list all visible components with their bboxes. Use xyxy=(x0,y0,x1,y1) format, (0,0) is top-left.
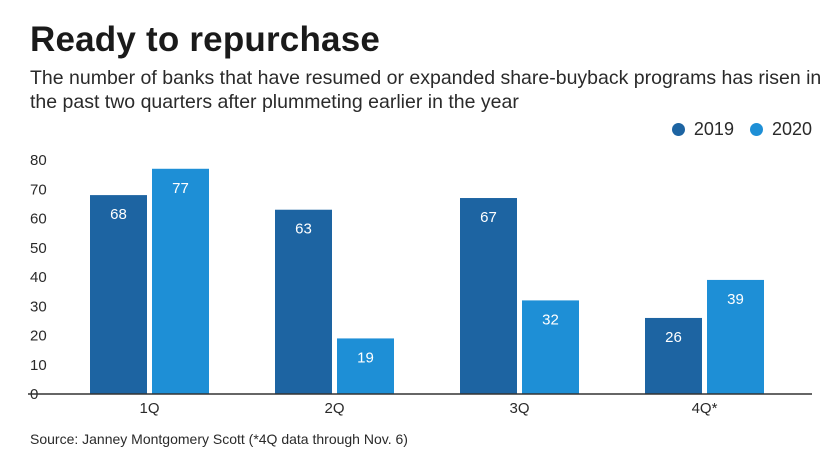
bar-label-2019-4Q: 26 xyxy=(665,329,682,346)
bar-label-2019-3Q: 67 xyxy=(480,209,497,226)
legend-item-2019: 2019 xyxy=(671,119,734,140)
legend-item-2020: 2020 xyxy=(749,119,812,140)
legend-swatch-2019 xyxy=(671,123,685,136)
bar-label-2020-2Q: 19 xyxy=(357,349,374,366)
bar-2020-3Q xyxy=(522,300,579,394)
bar-2020-4Q xyxy=(707,279,764,394)
y-tick-label-60: 60 xyxy=(30,211,47,228)
x-tick-label-1Q: 1Q xyxy=(139,400,159,417)
bar-2019-1Q xyxy=(90,195,147,394)
y-tick-label-30: 30 xyxy=(30,298,47,315)
bar-2019-2Q xyxy=(275,209,332,394)
legend: 2019 2020 xyxy=(671,119,812,140)
x-tick-label-4Q: 4Q* xyxy=(692,400,718,417)
legend-label-2020: 2020 xyxy=(771,119,812,139)
y-tick-label-70: 70 xyxy=(30,181,47,198)
bar-2019-4Q xyxy=(645,317,702,394)
bar-2020-1Q xyxy=(152,168,209,394)
chart-subtitle: The number of banks that have resumed or… xyxy=(30,67,822,113)
bar-2020-2Q xyxy=(337,338,394,394)
bar-label-2019-1Q: 68 xyxy=(110,206,127,223)
x-tick-label-2Q: 2Q xyxy=(324,400,344,417)
legend-label-2019: 2019 xyxy=(693,119,734,139)
legend-swatch-2020 xyxy=(749,123,763,136)
y-tick-label-10: 10 xyxy=(30,357,47,374)
bar-label-2019-2Q: 63 xyxy=(295,221,312,238)
y-tick-label-20: 20 xyxy=(30,328,47,345)
bar-label-2020-3Q: 32 xyxy=(542,311,559,328)
source-note: Source: Janney Montgomery Scott (*4Q dat… xyxy=(30,431,408,447)
bar-label-2020-1Q: 77 xyxy=(172,180,189,197)
x-tick-label-3Q: 3Q xyxy=(509,400,529,417)
bar-label-2020-4Q: 39 xyxy=(727,291,744,308)
y-tick-label-40: 40 xyxy=(30,269,47,286)
bar-2019-3Q xyxy=(460,198,517,394)
chart-title: Ready to repurchase xyxy=(30,20,381,59)
y-tick-label-50: 50 xyxy=(30,240,47,257)
y-tick-label-80: 80 xyxy=(30,152,47,169)
